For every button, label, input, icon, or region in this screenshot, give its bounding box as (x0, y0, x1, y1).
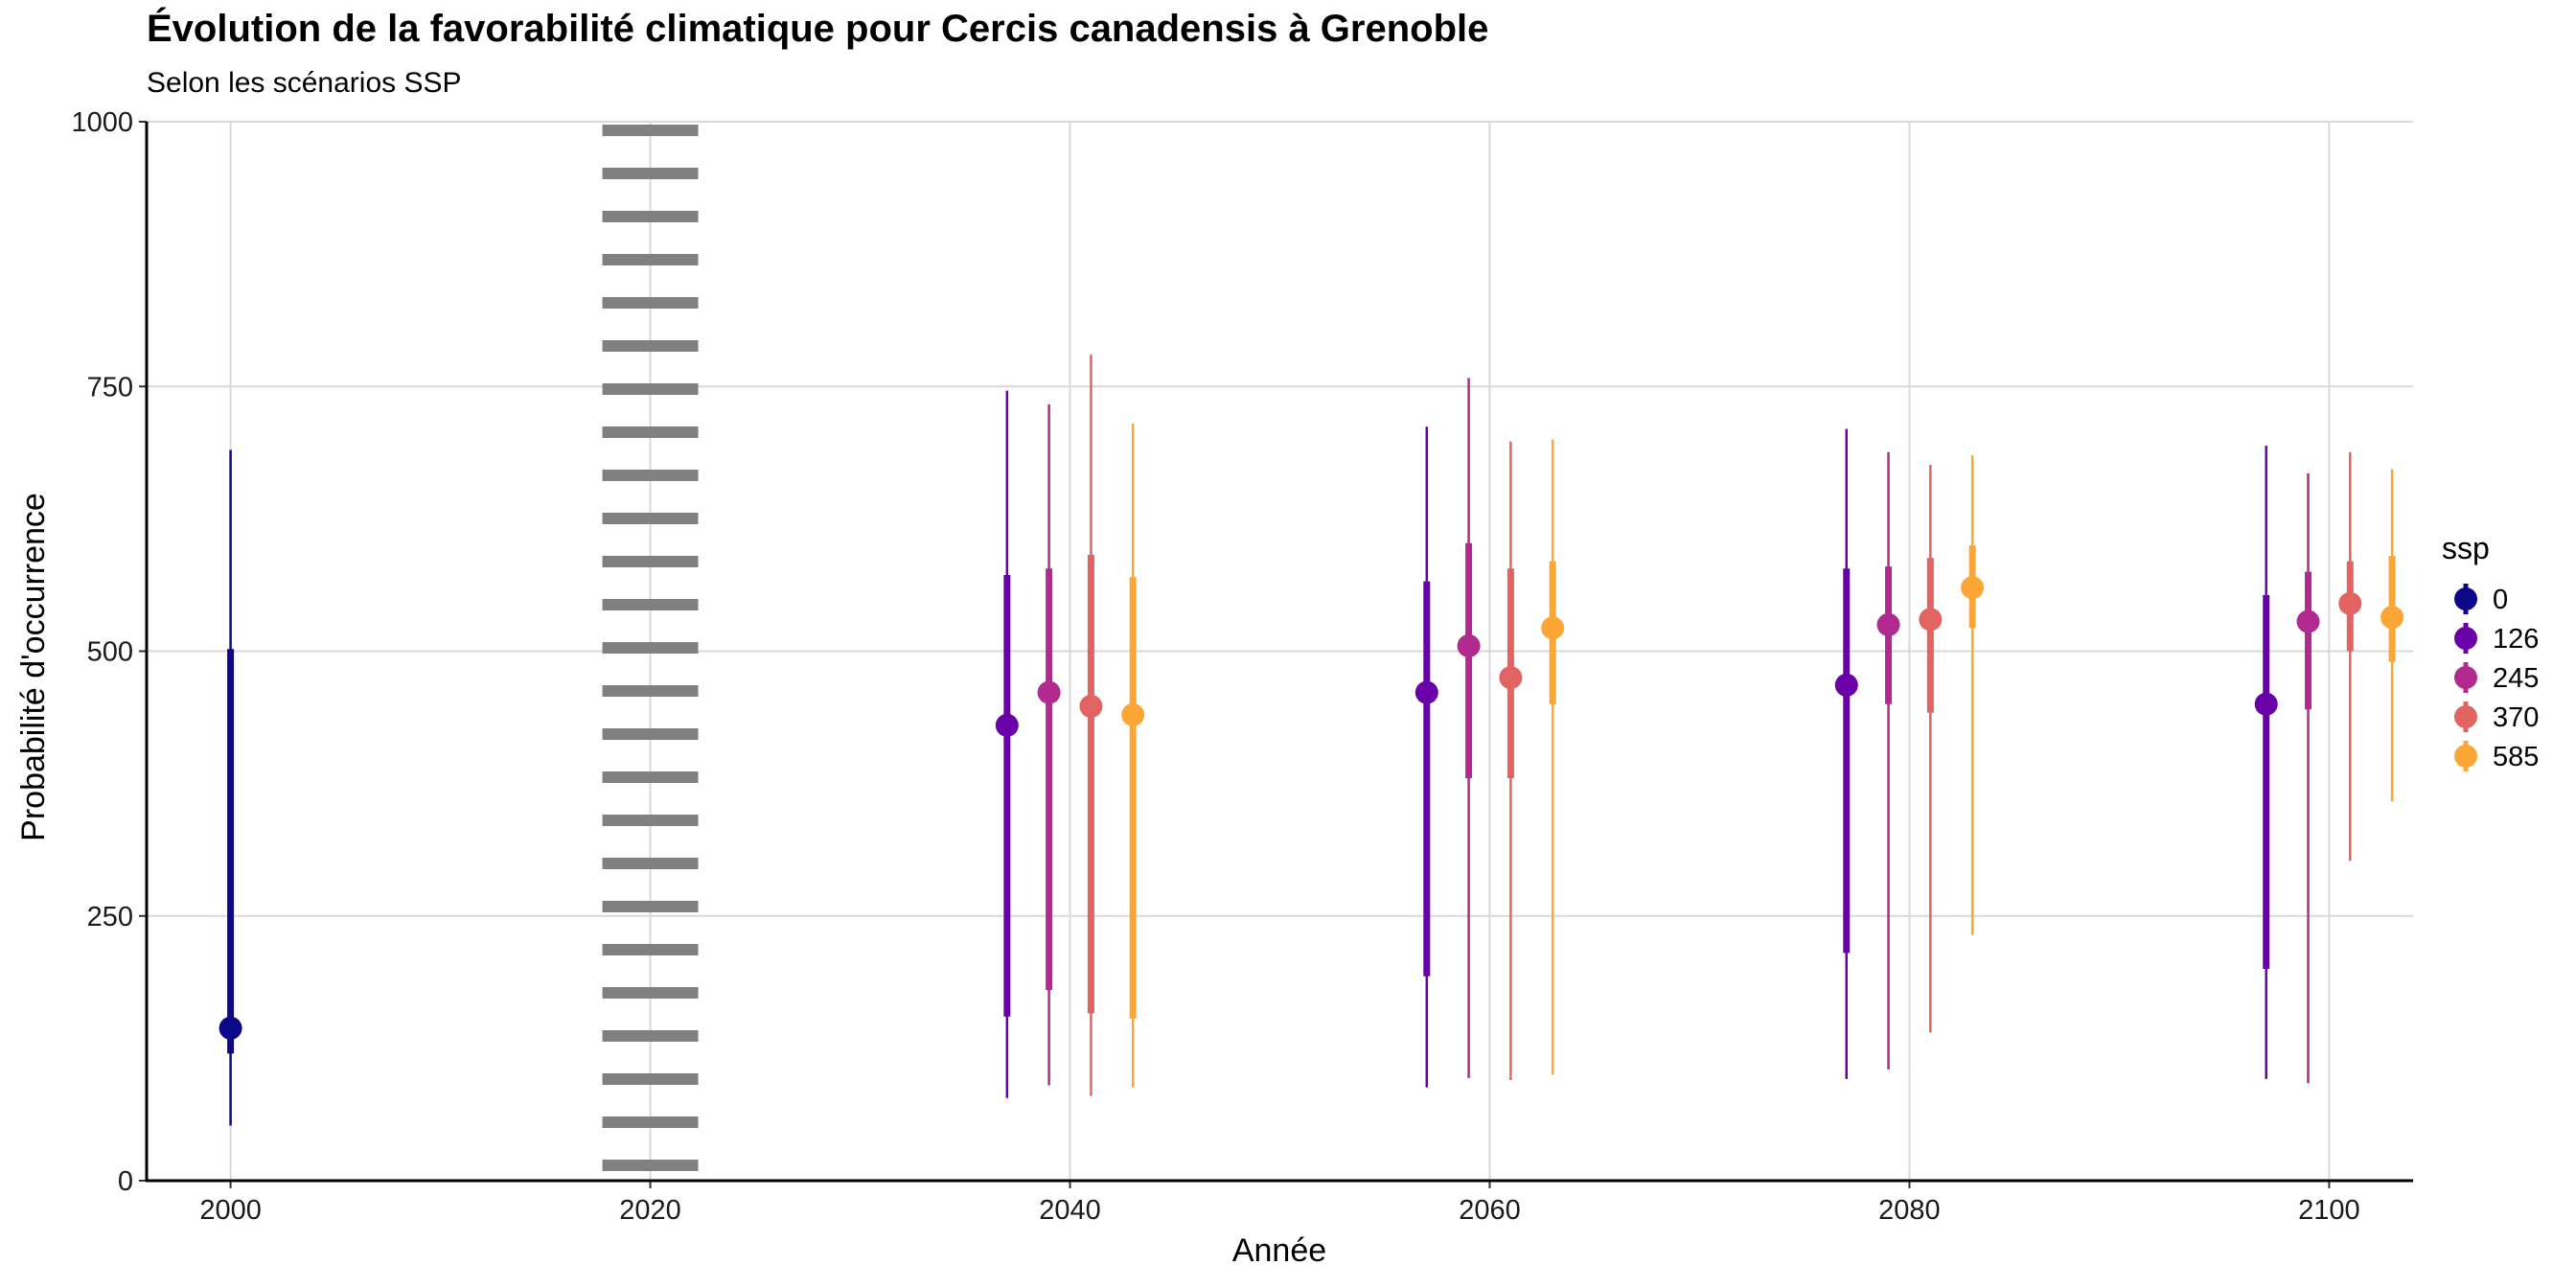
grid-lines (147, 121, 2413, 1182)
axes: 0 250 500 750 1000 2000 2020 2040 2060 2080 2100 (71, 107, 2413, 1226)
x-tick-label: 2040 (1039, 1195, 1101, 1226)
x-tick-label: 2020 (619, 1195, 681, 1226)
data-point (2338, 591, 2362, 615)
legend-label: 370 (2493, 702, 2539, 733)
legend-key-point (2454, 666, 2477, 689)
y-tick-label: 750 (87, 372, 133, 402)
x-tick-label: 2000 (199, 1195, 262, 1226)
data-point (1541, 616, 1565, 640)
data-point (2380, 606, 2404, 630)
y-axis-title: Probabilité d'occurrence (15, 493, 52, 841)
data-point (1919, 608, 1943, 632)
data-point (1499, 666, 1523, 690)
legend-label: 0 (2493, 585, 2508, 615)
legend-key-point (2454, 627, 2477, 650)
data-point (1079, 694, 1103, 718)
legend-title: ssp (2442, 531, 2490, 565)
x-axis-title: Année (1232, 1232, 1326, 1269)
y-tick-label: 500 (87, 637, 133, 668)
legend-key-point (2454, 587, 2477, 610)
data-point (1121, 702, 1145, 726)
y-tick-label: 250 (87, 902, 133, 932)
data-point (1037, 680, 1061, 704)
data-point (1876, 612, 1900, 636)
x-tick-label: 2060 (1459, 1195, 1521, 1226)
data-point (2254, 692, 2278, 716)
legend-label: 585 (2493, 742, 2539, 772)
data-point (1414, 680, 1438, 704)
legend-key-point (2454, 745, 2477, 768)
data-point (2296, 610, 2320, 633)
data-layer (218, 355, 2404, 1126)
data-point (1457, 633, 1481, 657)
x-tick-label: 2100 (2298, 1195, 2360, 1226)
data-point (1961, 576, 1985, 600)
data-point (995, 713, 1019, 737)
legend-label: 126 (2493, 624, 2539, 655)
data-point (218, 1016, 242, 1040)
y-tick-label: 0 (118, 1166, 133, 1197)
legend-key-point (2454, 705, 2477, 728)
data-point (1834, 673, 1858, 697)
chart-subtitle: Selon les scénarios SSP (147, 67, 462, 99)
legend-label: 245 (2493, 663, 2539, 694)
x-tick-label: 2080 (1878, 1195, 1941, 1226)
y-tick-label: 1000 (71, 107, 133, 138)
chart-title: Évolution de la favorabilité climatique … (147, 8, 1489, 50)
